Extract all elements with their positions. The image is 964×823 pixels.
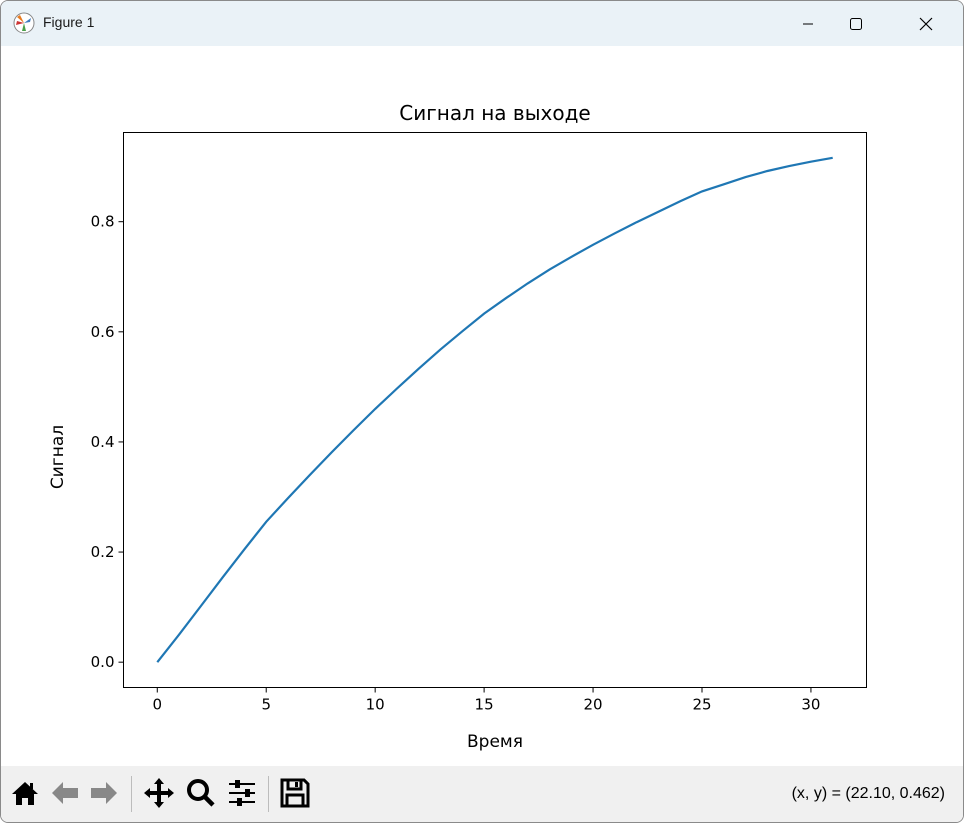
line-chart: Сигнал на выходе Время Сигнал 0 5 10 15 20 25… xyxy=(48,101,867,752)
navigation-toolbar: (x, y) = (22.10, 0.462) xyxy=(1,766,963,822)
x-tick-label: 10 xyxy=(366,696,385,714)
y-tick-label: 0.0 xyxy=(91,653,115,671)
title-bar: Figure 1 xyxy=(1,1,963,46)
y-tick-label: 0.6 xyxy=(91,323,115,341)
home-icon xyxy=(12,782,38,805)
x-tick-label: 25 xyxy=(692,696,711,714)
x-tick-label: 0 xyxy=(152,696,162,714)
plot-frame xyxy=(123,132,867,688)
toolbar-separator xyxy=(131,776,132,812)
sliders-icon xyxy=(229,780,255,806)
x-axis-label: Время xyxy=(467,732,523,752)
window-title: Figure 1 xyxy=(43,14,95,30)
arrow-left-icon xyxy=(52,782,78,804)
zoom-button[interactable] xyxy=(184,776,218,810)
y-tick-label: 0.4 xyxy=(91,433,115,451)
x-tick-label: 15 xyxy=(475,696,494,714)
home-button[interactable] xyxy=(8,776,42,810)
configure-subplots-button[interactable] xyxy=(225,776,259,810)
maximize-icon xyxy=(850,17,862,30)
floppy-disk-icon xyxy=(280,778,310,808)
toolbar-separator xyxy=(268,776,269,812)
close-button[interactable] xyxy=(903,1,949,46)
back-button[interactable] xyxy=(48,776,82,810)
series-line xyxy=(156,156,833,663)
arrow-right-icon xyxy=(91,782,117,804)
cursor-coordinates: (x, y) = (22.10, 0.462) xyxy=(791,785,945,802)
minimize-icon xyxy=(803,23,813,24)
matplotlib-icon xyxy=(13,12,35,34)
y-tick-label: 0.2 xyxy=(91,543,115,561)
y-tick-label: 0.8 xyxy=(91,213,115,231)
chart-title: Сигнал на выходе xyxy=(399,101,590,125)
x-tick-label: 30 xyxy=(801,696,820,714)
minimize-button[interactable] xyxy=(785,1,831,46)
x-tick-label: 20 xyxy=(584,696,603,714)
magnifier-icon xyxy=(187,779,215,807)
y-axis-label: Сигнал xyxy=(48,425,68,489)
maximize-button[interactable] xyxy=(833,1,879,46)
forward-button[interactable] xyxy=(87,776,121,810)
pan-button[interactable] xyxy=(142,776,176,810)
figure-canvas[interactable]: Сигнал на выходе Время Сигнал 0 5 10 15 20 25… xyxy=(1,46,963,766)
save-button[interactable] xyxy=(278,776,312,810)
close-icon xyxy=(919,17,933,30)
move-icon xyxy=(144,778,174,808)
x-tick-label: 5 xyxy=(261,696,271,714)
